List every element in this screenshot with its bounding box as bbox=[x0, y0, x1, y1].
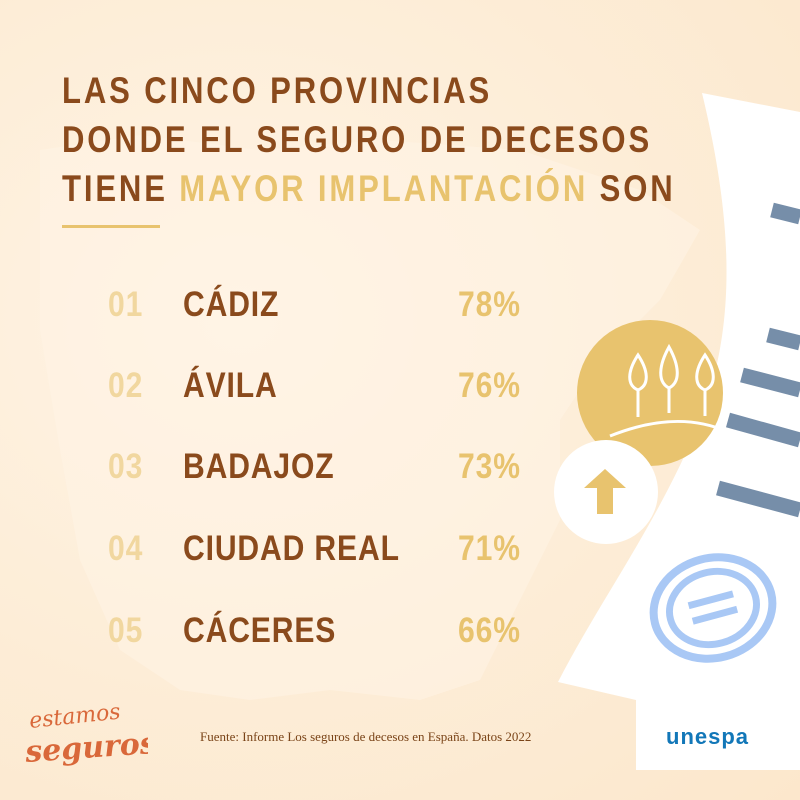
ranking-row: 04 CIUDAD REAL 71% bbox=[0, 529, 560, 579]
rank: 02 bbox=[108, 366, 144, 405]
rank: 01 bbox=[108, 285, 144, 324]
percent: 76% bbox=[458, 366, 521, 405]
percent: 78% bbox=[458, 285, 521, 324]
svg-text:seguros: seguros bbox=[23, 726, 148, 770]
document-lines bbox=[716, 202, 800, 518]
percent: 71% bbox=[458, 529, 521, 568]
coin-icon bbox=[649, 553, 777, 663]
title-text: TIENE bbox=[62, 168, 180, 209]
ranking-row: 05 CÁCERES 66% bbox=[0, 611, 560, 661]
gold-circle bbox=[577, 320, 723, 466]
page-title: LAS CINCO PROVINCIAS DONDE EL SEGURO DE … bbox=[62, 66, 676, 213]
cypress-trees-icon bbox=[609, 343, 729, 438]
ranking-row: 01 CÁDIZ 78% bbox=[0, 285, 560, 335]
title-line-2: DONDE EL SEGURO DE DECESOS bbox=[62, 119, 653, 160]
arrow-up-icon bbox=[584, 469, 626, 514]
percent: 66% bbox=[458, 611, 521, 650]
ranking-row: 03 BADAJOZ 73% bbox=[0, 447, 560, 497]
title-highlight: MAYOR IMPLANTACIÓN bbox=[179, 168, 589, 209]
estamos-seguros-logo: estamos seguros bbox=[23, 700, 148, 770]
spain-map bbox=[40, 135, 700, 700]
source-note: Fuente: Informe Los seguros de decesos e… bbox=[200, 729, 532, 744]
title-line-1: LAS CINCO PROVINCIAS bbox=[62, 70, 493, 111]
province: CÁDIZ bbox=[183, 285, 280, 324]
province: ÁVILA bbox=[183, 366, 278, 405]
title-line-3: TIENE MAYOR IMPLANTACIÓN SON bbox=[62, 164, 676, 213]
province: BADAJOZ bbox=[183, 447, 335, 486]
rank: 03 bbox=[108, 447, 144, 486]
province: CÁCERES bbox=[183, 611, 337, 650]
rank: 05 bbox=[108, 611, 144, 650]
percent: 73% bbox=[458, 447, 521, 486]
title-underline bbox=[62, 225, 160, 228]
rank: 04 bbox=[108, 529, 144, 568]
document-icon bbox=[558, 93, 800, 770]
unespa-logo: unespa bbox=[666, 724, 750, 749]
province: CIUDAD REAL bbox=[183, 529, 400, 568]
title-text: SON bbox=[588, 168, 676, 209]
ranking-row: 02 ÁVILA 76% bbox=[0, 366, 560, 416]
